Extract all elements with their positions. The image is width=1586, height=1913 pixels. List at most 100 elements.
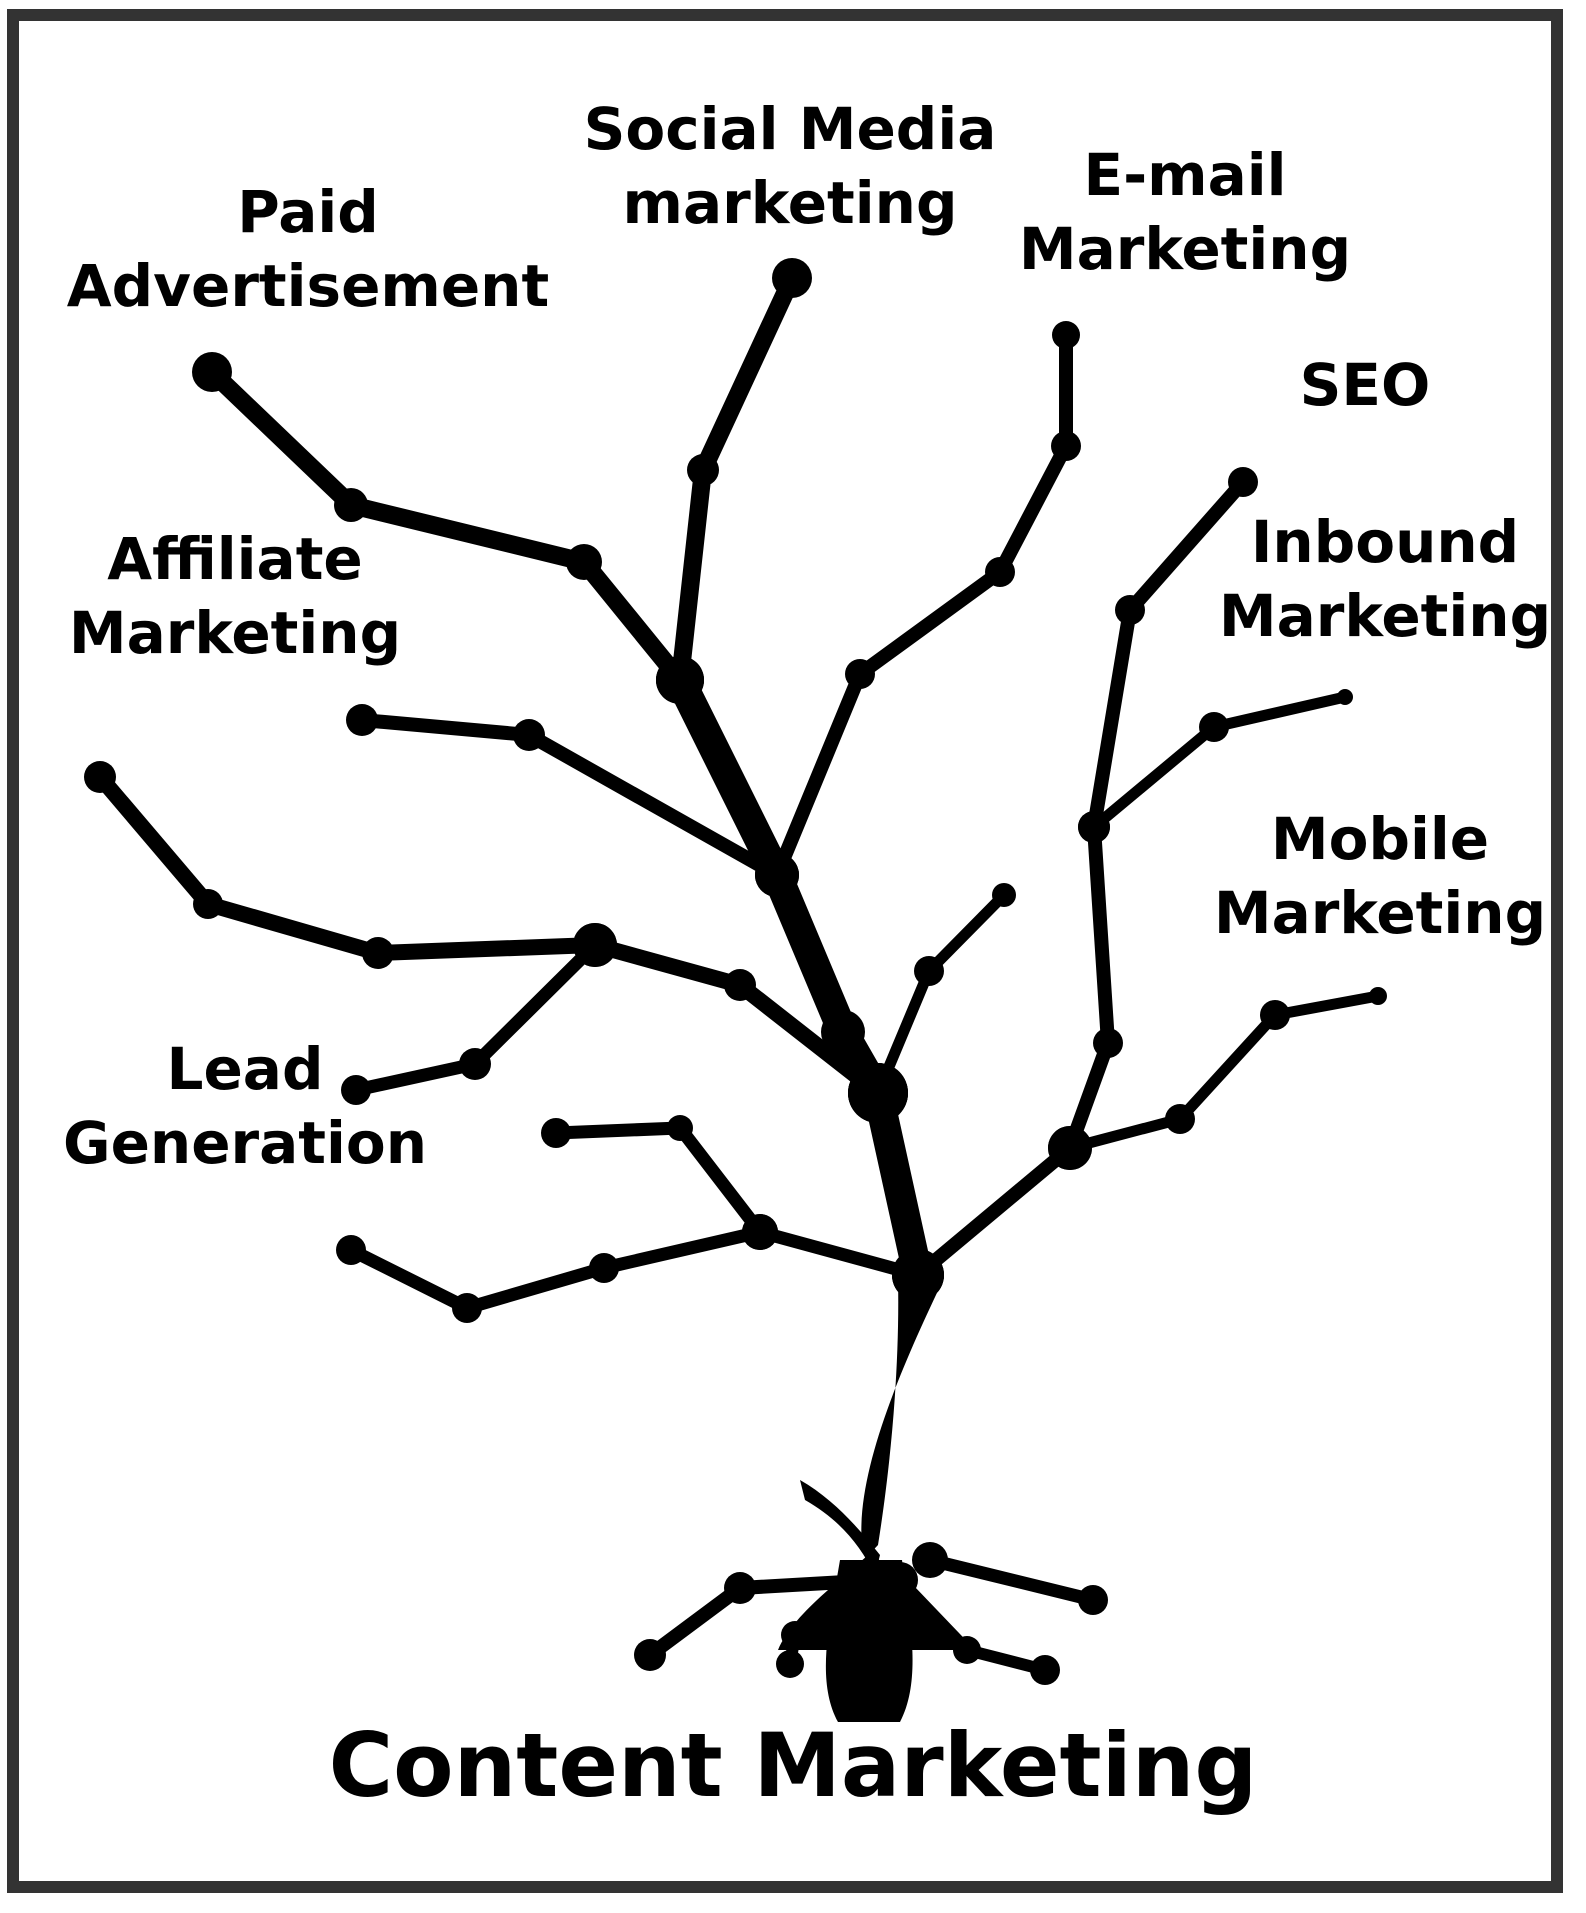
- branch-node: [985, 557, 1015, 587]
- branch-node: [687, 454, 719, 486]
- label-lead-gen: Lead Generation: [55, 1032, 435, 1180]
- label-seo: SEO: [1255, 348, 1475, 422]
- tree-branch: [92, 769, 216, 912]
- branch-node: [346, 704, 378, 736]
- tree-root-main: [825, 1560, 913, 1722]
- tree-branch: [203, 363, 360, 514]
- label-social-media-line1: Social Media: [583, 95, 997, 163]
- branch-node: [1115, 595, 1145, 625]
- label-lead-gen-line2: Generation: [62, 1109, 428, 1178]
- tree-branch: [575, 553, 689, 689]
- label-affiliate-line2: Marketing: [68, 599, 402, 668]
- tree-branch: [1269, 990, 1384, 1021]
- branch-node: [634, 1639, 666, 1671]
- label-lead-gen-line1: Lead: [166, 1035, 324, 1103]
- tree-branch: [753, 1225, 925, 1282]
- branch-node: [1369, 987, 1387, 1005]
- branch-node: [656, 656, 704, 704]
- tree-branch: [597, 1225, 767, 1275]
- label-paid-ads-line2: Advertisement: [66, 252, 550, 321]
- label-social-media: Social Media marketing: [570, 92, 1010, 240]
- branch-node: [1199, 712, 1229, 742]
- tree-branch: [1088, 721, 1220, 833]
- label-inbound-line1: Inbound: [1250, 508, 1520, 576]
- branch-node: [336, 1235, 366, 1265]
- tree-branch: [853, 565, 1007, 681]
- branch-node: [1078, 1585, 1108, 1615]
- label-mobile-line2: Marketing: [1213, 879, 1547, 948]
- label-email: E-mail Marketing: [995, 138, 1375, 286]
- tree-branch: [1123, 475, 1250, 617]
- label-inbound: Inbound Marketing: [1195, 505, 1575, 653]
- branch-node: [192, 352, 232, 392]
- tree-branch: [770, 667, 867, 882]
- branch-node: [772, 258, 812, 298]
- branch-node: [755, 853, 799, 897]
- label-mobile: Mobile Marketing: [1190, 802, 1570, 950]
- tree-branch: [671, 461, 712, 689]
- tree-branch: [200, 896, 386, 961]
- branch-node: [1228, 467, 1258, 497]
- branch-node: [1030, 1655, 1060, 1685]
- label-paid-ads: Paid Advertisement: [48, 175, 568, 323]
- tree-branch: [370, 937, 603, 961]
- branch-node: [573, 923, 617, 967]
- tree-branch: [694, 269, 801, 479]
- tree-branch: [349, 1057, 482, 1097]
- branch-node: [362, 937, 394, 969]
- label-email-line2: Marketing: [1018, 215, 1352, 284]
- tree-branch: [762, 860, 858, 1047]
- tree-branch: [460, 1261, 611, 1315]
- branch-node: [914, 956, 944, 986]
- branch-node: [821, 1010, 865, 1054]
- label-paid-ads-line1: Paid: [237, 178, 379, 246]
- tree-branch: [643, 1581, 747, 1662]
- branch-node: [1165, 1104, 1195, 1134]
- branch-node: [589, 1253, 619, 1283]
- tree-branch: [1208, 691, 1351, 733]
- tree-branch: [993, 439, 1073, 579]
- tree-branch: [355, 713, 536, 742]
- branch-node: [724, 1572, 756, 1604]
- branch-node: [513, 719, 545, 751]
- branch-node: [541, 1118, 571, 1148]
- branch-node: [1078, 811, 1110, 843]
- tree-branch: [1087, 603, 1137, 834]
- tree-branch: [923, 889, 1010, 977]
- label-affiliate: Affiliate Marketing: [30, 522, 440, 670]
- branch-node: [845, 659, 875, 689]
- tree-branch: [673, 1121, 767, 1239]
- branch-node: [1260, 1000, 1290, 1030]
- branch-node: [1051, 431, 1081, 461]
- branch-node: [1048, 1126, 1092, 1170]
- label-seo-line1: SEO: [1299, 351, 1431, 419]
- tree-branch: [344, 1243, 474, 1315]
- branch-node: [193, 889, 223, 919]
- branch-node: [1052, 321, 1080, 349]
- tree-branch: [911, 1141, 1077, 1282]
- label-inbound-line2: Marketing: [1218, 582, 1552, 651]
- branch-node: [912, 1542, 948, 1578]
- branch-node: [992, 883, 1016, 907]
- branch-node: [459, 1048, 491, 1080]
- tree-branch: [1174, 1009, 1281, 1125]
- tree-branch: [468, 938, 602, 1071]
- label-affiliate-line1: Affiliate: [107, 525, 363, 593]
- branch-node: [667, 1115, 693, 1141]
- branch-node: [341, 1075, 371, 1105]
- branch-node: [724, 969, 756, 1001]
- tree-branch: [665, 665, 792, 890]
- branch-node: [566, 544, 602, 580]
- label-email-line1: E-mail: [1083, 141, 1287, 209]
- tree-root-flare: [800, 1480, 880, 1575]
- tree-branch: [923, 1553, 1100, 1607]
- diagram-title: Content Marketing: [328, 1714, 1258, 1817]
- branch-node: [84, 761, 116, 793]
- tree-branch: [587, 937, 748, 993]
- label-mobile-line1: Mobile: [1270, 805, 1490, 873]
- label-social-media-line2: marketing: [622, 169, 958, 238]
- tree-branch: [342, 496, 593, 571]
- branch-node: [776, 1650, 804, 1678]
